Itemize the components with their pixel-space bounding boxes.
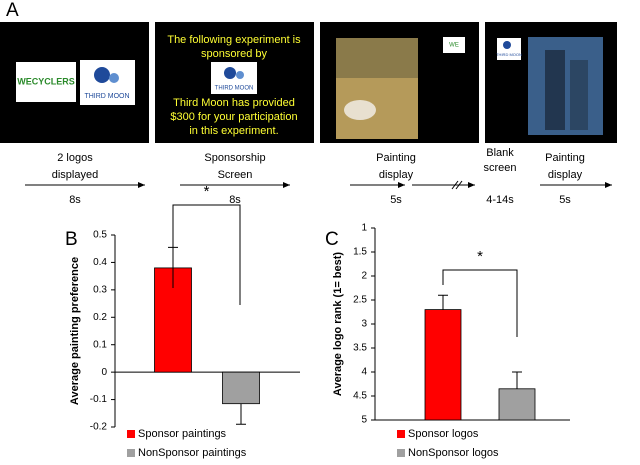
break (455, 180, 463, 190)
duration: 8s (69, 194, 81, 206)
legend-swatch (397, 430, 405, 438)
y-tick-label: 4.5 (353, 391, 367, 402)
y-axis-label: Average logo rank (1= best) (332, 252, 344, 397)
y-tick-label: 2.5 (353, 295, 367, 306)
logo-icon (224, 67, 236, 79)
step-label: Painting (376, 152, 416, 164)
legend-swatch (127, 449, 135, 457)
y-tick-label: 3 (361, 319, 367, 330)
screen-text: in this experiment. (189, 125, 278, 137)
screen-text: $300 for your participation (170, 111, 297, 123)
logo (16, 62, 76, 102)
step-label: Painting (545, 152, 585, 164)
duration: 5s (559, 194, 571, 206)
logo-text: WECYCLERS (17, 76, 75, 86)
painting-detail (344, 100, 376, 120)
y-tick-label: 1.5 (353, 247, 367, 258)
panel-label: A (6, 0, 19, 21)
y-tick-label: 3.5 (353, 343, 367, 354)
logo-icon (503, 41, 511, 49)
legend-label: NonSponsor paintings (138, 447, 247, 459)
significance: * (477, 248, 483, 265)
logo (211, 62, 257, 94)
step-label: Blank (486, 147, 514, 159)
logo-icon (109, 73, 119, 83)
logo-text: WE (449, 43, 459, 49)
y-tick-label: 0.2 (93, 312, 107, 323)
logo (497, 38, 521, 60)
logo-icon (236, 71, 244, 79)
y-axis-label: Average painting preference (69, 257, 81, 405)
legend-label: Sponsor logos (408, 428, 479, 440)
y-tick-label: 2 (361, 271, 367, 282)
logo (80, 60, 135, 105)
logo-text: THIRD MOON (84, 93, 129, 100)
panel-label: B (65, 229, 78, 250)
step-label: screen (483, 162, 516, 174)
y-tick-label: 0 (101, 367, 107, 378)
significance: * (204, 183, 210, 200)
bar (498, 388, 536, 421)
legend-label: Sponsor paintings (138, 428, 227, 440)
y-tick-label: 0.3 (93, 284, 107, 295)
bar (424, 309, 462, 421)
y-tick-label: 4 (361, 367, 367, 378)
y-tick-label: -0.1 (90, 394, 108, 405)
panel-label: C (325, 229, 339, 250)
painting-detail (545, 50, 565, 130)
step-label: display (548, 169, 583, 181)
legend-swatch (127, 430, 135, 438)
y-tick-label: 5 (361, 415, 367, 426)
painting-detail (570, 60, 588, 130)
screen-text: sponsored by (201, 48, 268, 60)
y-tick-label: 0.5 (93, 230, 107, 241)
y-tick-label: -0.2 (90, 422, 108, 433)
break (451, 180, 459, 190)
step-label: Screen (218, 169, 253, 181)
logo-text: THIRD MOON (496, 52, 522, 57)
step-label: Sponsorship (204, 152, 265, 164)
y-tick-label: 0.4 (93, 257, 107, 268)
painting (528, 37, 603, 135)
significance-bracket (442, 269, 518, 337)
step-label: display (379, 169, 414, 181)
screen-text: Third Moon has provided (173, 97, 295, 109)
logo-icon (94, 67, 110, 83)
significance-bracket (172, 204, 241, 305)
step-label: 2 logos (57, 152, 93, 164)
duration: 8s (229, 194, 241, 206)
bar (222, 371, 260, 405)
screen-text: The following experiment is (167, 34, 301, 46)
y-tick-label: 0.1 (93, 339, 107, 350)
legend-label: NonSponsor logos (408, 447, 499, 459)
logo-text: THIRD MOON (215, 86, 254, 92)
step-label: displayed (52, 169, 98, 181)
logo (443, 37, 465, 53)
legend-swatch (397, 449, 405, 457)
painting-detail (336, 38, 418, 78)
duration: 5s (390, 194, 402, 206)
y-tick-label: 1 (361, 223, 367, 234)
duration: 4-14s (486, 194, 514, 206)
